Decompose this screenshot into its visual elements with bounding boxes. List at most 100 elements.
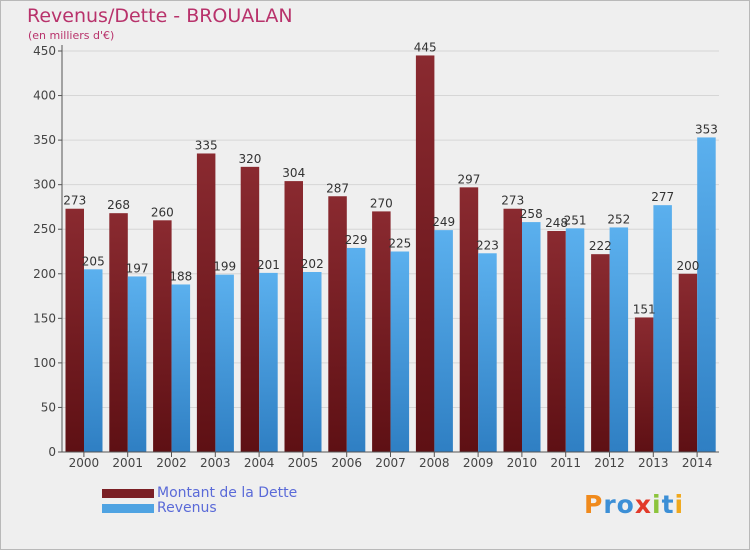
x-tick-label: 2011 bbox=[550, 456, 581, 470]
chart-subtitle: (en milliers d'€) bbox=[28, 29, 115, 42]
x-tick-label: 2006 bbox=[331, 456, 362, 470]
bar-dette bbox=[153, 220, 172, 452]
logo-letter: i bbox=[674, 490, 685, 519]
y-tick-label: 0 bbox=[48, 445, 56, 459]
bar-revenus bbox=[259, 272, 278, 452]
bar-revenus bbox=[346, 247, 366, 452]
proxiti-logo: Proxiti bbox=[584, 490, 684, 519]
bar-revenus bbox=[609, 227, 629, 452]
bar-revenus bbox=[215, 274, 234, 452]
x-tick-label: 2005 bbox=[288, 456, 319, 470]
y-tick-label: 50 bbox=[41, 400, 56, 414]
bar-revenus bbox=[478, 253, 497, 452]
legend-label-dette: Montant de la Dette bbox=[157, 485, 298, 501]
data-label: 353 bbox=[695, 122, 718, 136]
data-label: 205 bbox=[82, 254, 105, 268]
x-tick-label: 2010 bbox=[507, 456, 538, 470]
data-label: 304 bbox=[282, 166, 305, 180]
x-tick-label: 2002 bbox=[156, 456, 187, 470]
x-tick-label: 2001 bbox=[112, 456, 143, 470]
y-tick-label: 100 bbox=[33, 356, 56, 370]
data-label: 229 bbox=[345, 233, 368, 247]
data-label: 277 bbox=[651, 190, 674, 204]
bar-revenus bbox=[390, 251, 410, 452]
data-label: 270 bbox=[370, 196, 393, 210]
y-tick-label: 150 bbox=[33, 311, 56, 325]
bar-dette bbox=[240, 166, 260, 452]
bar-dette bbox=[634, 317, 654, 452]
bar-revenus bbox=[127, 276, 147, 452]
data-label: 222 bbox=[589, 239, 612, 253]
data-label: 273 bbox=[501, 194, 524, 208]
chart-title: Revenus/Dette - BROUALAN bbox=[27, 5, 293, 27]
data-label: 258 bbox=[520, 207, 543, 221]
bar-dette bbox=[503, 208, 522, 452]
bar-revenus bbox=[84, 269, 103, 452]
data-label: 188 bbox=[169, 269, 192, 283]
data-label: 200 bbox=[676, 259, 699, 273]
logo-letter: o bbox=[616, 490, 635, 519]
bar-dette bbox=[65, 208, 84, 452]
data-label: 201 bbox=[257, 258, 280, 272]
bar-revenus bbox=[565, 228, 585, 452]
y-tick-label: 350 bbox=[33, 133, 56, 147]
x-tick-label: 2014 bbox=[682, 456, 713, 470]
x-tick-label: 2012 bbox=[594, 456, 625, 470]
legend-label-revenus: Revenus bbox=[157, 500, 217, 516]
bar-dette bbox=[109, 213, 128, 452]
y-tick-label: 250 bbox=[33, 222, 56, 236]
bar-dette bbox=[196, 153, 216, 452]
bar-dette bbox=[372, 211, 391, 452]
y-tick-label: 450 bbox=[33, 44, 56, 58]
data-label: 297 bbox=[457, 172, 480, 186]
y-tick-label: 400 bbox=[33, 89, 56, 103]
logo-letter: P bbox=[584, 490, 604, 519]
data-label: 320 bbox=[238, 152, 261, 166]
data-label: 252 bbox=[607, 212, 630, 226]
x-tick-label: 2004 bbox=[244, 456, 275, 470]
y-tick-label: 200 bbox=[33, 267, 56, 281]
bar-revenus bbox=[303, 271, 322, 452]
logo-letter: x bbox=[634, 490, 652, 519]
data-label: 202 bbox=[301, 257, 324, 271]
bar-revenus bbox=[653, 205, 672, 452]
x-tick-label: 2007 bbox=[375, 456, 406, 470]
legend-swatch-dette bbox=[102, 489, 154, 498]
x-tick-label: 2003 bbox=[200, 456, 231, 470]
data-label: 268 bbox=[107, 198, 130, 212]
x-tick-label: 2009 bbox=[463, 456, 494, 470]
x-tick-label: 2008 bbox=[419, 456, 450, 470]
data-label: 273 bbox=[63, 194, 86, 208]
bar-dette bbox=[415, 55, 435, 452]
data-label: 445 bbox=[414, 40, 437, 54]
bar-dette bbox=[459, 187, 479, 452]
legend-swatch-revenus bbox=[102, 504, 154, 513]
bar-dette bbox=[328, 196, 347, 452]
bar-revenus bbox=[697, 137, 716, 452]
bar-dette bbox=[678, 273, 698, 452]
x-tick-label: 2000 bbox=[69, 456, 100, 470]
data-label: 287 bbox=[326, 181, 349, 195]
logo-letter: t bbox=[661, 490, 675, 519]
data-label: 260 bbox=[151, 205, 174, 219]
logo-letter: i bbox=[652, 490, 662, 519]
x-tick-label: 2013 bbox=[638, 456, 669, 470]
data-label: 248 bbox=[545, 216, 568, 230]
data-labels: 273 205 268 197 260 188 335 199 320 201 304 202 287 2… bbox=[63, 40, 718, 316]
data-label: 251 bbox=[564, 213, 587, 227]
data-label: 335 bbox=[195, 138, 218, 152]
bar-revenus bbox=[171, 284, 191, 452]
data-label: 197 bbox=[126, 261, 149, 275]
data-label: 199 bbox=[213, 260, 236, 274]
data-label: 225 bbox=[388, 237, 411, 251]
logo-letter: r bbox=[603, 490, 617, 519]
data-label: 249 bbox=[432, 215, 455, 229]
data-label: 223 bbox=[476, 238, 499, 252]
y-tick-label: 300 bbox=[33, 178, 56, 192]
bar-dette bbox=[591, 254, 610, 452]
bar-dette bbox=[547, 231, 566, 452]
bars bbox=[65, 55, 716, 452]
